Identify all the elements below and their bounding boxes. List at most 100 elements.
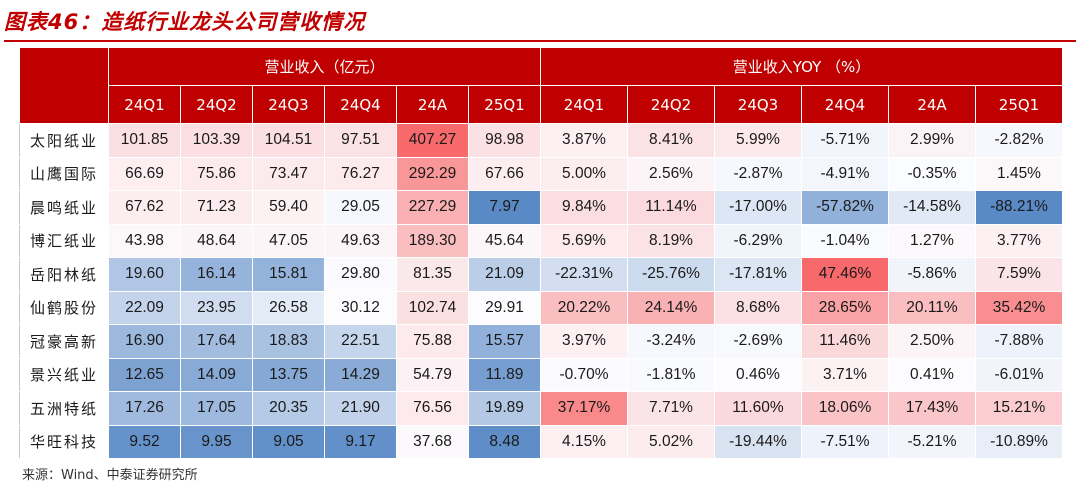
- yoy-period-header: 24Q1: [540, 85, 628, 124]
- yoy-cell: 20.22%: [540, 290, 628, 325]
- revenue-cell: 43.98: [108, 223, 181, 258]
- yoy-cell: 5.02%: [627, 424, 715, 459]
- revenue-cell: 66.69: [108, 156, 181, 191]
- table-row: 太阳纸业 101.85 103.39 104.51 97.51 407.27 98.98 3.…: [19, 123, 1063, 158]
- yoy-period-header: 24Q3: [714, 85, 802, 124]
- yoy-cell: 35.42%: [975, 290, 1063, 325]
- yoy-cell: 11.46%: [801, 324, 889, 359]
- yoy-period-header: 24A: [888, 85, 976, 124]
- revenue-cell: 47.05: [252, 223, 325, 258]
- yoy-cell: 47.46%: [801, 257, 889, 292]
- yoy-cell: -14.58%: [888, 190, 976, 225]
- yoy-cell: -88.21%: [975, 190, 1063, 225]
- yoy-period-header: 24Q4: [801, 85, 889, 124]
- yoy-cell: 5.69%: [540, 223, 628, 258]
- yoy-cell: 2.56%: [627, 156, 715, 191]
- yoy-cell: -22.31%: [540, 257, 628, 292]
- company-name-cell: 五洲特纸: [19, 391, 109, 426]
- revenue-cell: 22.09: [108, 290, 181, 325]
- table-body: 太阳纸业 101.85 103.39 104.51 97.51 407.27 98.98 3.…: [19, 123, 1063, 459]
- revenue-period-header: 25Q1: [468, 85, 541, 124]
- table-row: 晨鸣纸业 67.62 71.23 59.40 29.05 227.29 7.97 9.84% 1…: [19, 190, 1063, 225]
- table-row: 华旺科技 9.52 9.95 9.05 9.17 37.68 8.48 4.15% 5.02% -…: [19, 424, 1063, 459]
- revenue-cell: 9.17: [324, 424, 397, 459]
- corner-header: [19, 47, 109, 124]
- revenue-cell: 48.64: [180, 223, 253, 258]
- yoy-cell: -2.69%: [714, 324, 802, 359]
- revenue-cell: 18.83: [252, 324, 325, 359]
- revenue-cell: 407.27: [396, 123, 469, 158]
- revenue-cell: 8.48: [468, 424, 541, 459]
- revenue-cell: 67.66: [468, 156, 541, 191]
- revenue-cell: 15.81: [252, 257, 325, 292]
- revenue-cell: 97.51: [324, 123, 397, 158]
- revenue-cell: 102.74: [396, 290, 469, 325]
- yoy-cell: 8.68%: [714, 290, 802, 325]
- company-name-cell: 华旺科技: [19, 424, 109, 459]
- revenue-cell: 71.23: [180, 190, 253, 225]
- yoy-cell: -6.01%: [975, 357, 1063, 392]
- revenue-period-header: 24Q4: [324, 85, 397, 124]
- revenue-cell: 54.79: [396, 357, 469, 392]
- revenue-cell: 98.98: [468, 123, 541, 158]
- revenue-cell: 17.05: [180, 391, 253, 426]
- table-row: 博汇纸业 43.98 48.64 47.05 49.63 189.30 45.64 5.69%…: [19, 223, 1063, 258]
- company-name-cell: 冠豪高新: [19, 324, 109, 359]
- revenue-cell: 9.05: [252, 424, 325, 459]
- yoy-cell: -10.89%: [975, 424, 1063, 459]
- revenue-cell: 14.09: [180, 357, 253, 392]
- yoy-cell: -0.70%: [540, 357, 628, 392]
- revenue-period-header: 24A: [396, 85, 469, 124]
- yoy-cell: -19.44%: [714, 424, 802, 459]
- company-name-cell: 景兴纸业: [19, 357, 109, 392]
- company-name-cell: 山鹰国际: [19, 156, 109, 191]
- figure-title: 图表46：造纸行业龙头公司营收情况: [4, 10, 366, 34]
- group-header-row: 营业收入（亿元） 营业收入YOY （%）: [19, 47, 1063, 124]
- yoy-cell: 3.77%: [975, 223, 1063, 258]
- revenue-cell: 26.58: [252, 290, 325, 325]
- revenue-cell: 21.09: [468, 257, 541, 292]
- revenue-cell: 76.27: [324, 156, 397, 191]
- revenue-cell: 14.29: [324, 357, 397, 392]
- source-note: 来源：Wind、中泰证券研究所: [22, 468, 198, 483]
- revenue-cell: 67.62: [108, 190, 181, 225]
- revenue-cell: 12.65: [108, 357, 181, 392]
- company-name-cell: 晨鸣纸业: [19, 190, 109, 225]
- yoy-cell: 1.45%: [975, 156, 1063, 191]
- yoy-cell: 8.41%: [627, 123, 715, 158]
- company-name-cell: 岳阳林纸: [19, 257, 109, 292]
- yoy-cell: 17.43%: [888, 391, 976, 426]
- revenue-cell: 16.90: [108, 324, 181, 359]
- yoy-cell: -5.86%: [888, 257, 976, 292]
- yoy-cell: 2.99%: [888, 123, 976, 158]
- revenue-cell: 29.80: [324, 257, 397, 292]
- revenue-period-header: 24Q3: [252, 85, 325, 124]
- revenue-cell: 16.14: [180, 257, 253, 292]
- revenue-cell: 103.39: [180, 123, 253, 158]
- yoy-cell: -17.81%: [714, 257, 802, 292]
- yoy-cell: -0.35%: [888, 156, 976, 191]
- yoy-cell: 18.06%: [801, 391, 889, 426]
- yoy-cell: -7.51%: [801, 424, 889, 459]
- revenue-cell: 19.60: [108, 257, 181, 292]
- revenue-cell: 22.51: [324, 324, 397, 359]
- period-header-row: 24Q1 24Q2 24Q3 24Q4 24A 25Q1 24Q1 24Q2 24Q3 24Q4 2…: [20, 85, 1063, 124]
- revenue-table: 营业收入（亿元） 营业收入YOY （%） 24Q1 24Q2 24Q3 24Q4 24A…: [19, 47, 1063, 459]
- yoy-cell: 2.50%: [888, 324, 976, 359]
- yoy-cell: 5.99%: [714, 123, 802, 158]
- revenue-cell: 30.12: [324, 290, 397, 325]
- title-underline: [4, 40, 1076, 42]
- table-row: 景兴纸业 12.65 14.09 13.75 14.29 54.79 11.89 -0.70%…: [19, 357, 1063, 392]
- revenue-cell: 227.29: [396, 190, 469, 225]
- yoy-period-header: 25Q1: [975, 85, 1063, 124]
- yoy-cell: 37.17%: [540, 391, 628, 426]
- revenue-cell: 23.95: [180, 290, 253, 325]
- yoy-cell: -1.81%: [627, 357, 715, 392]
- revenue-cell: 20.35: [252, 391, 325, 426]
- yoy-cell: 0.46%: [714, 357, 802, 392]
- yoy-cell: 4.15%: [540, 424, 628, 459]
- yoy-cell: 3.97%: [540, 324, 628, 359]
- yoy-cell: -25.76%: [627, 257, 715, 292]
- yoy-cell: 8.19%: [627, 223, 715, 258]
- yoy-cell: 5.00%: [540, 156, 628, 191]
